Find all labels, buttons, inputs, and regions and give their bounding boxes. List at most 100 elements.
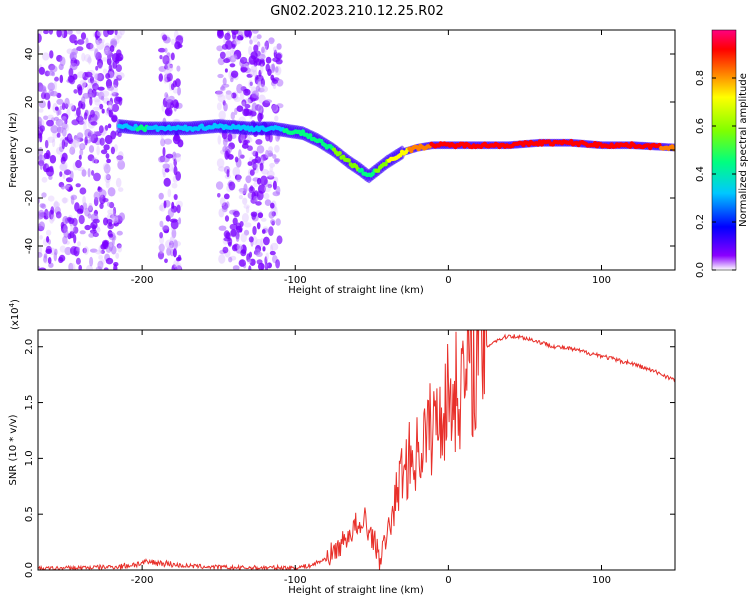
noise-cell	[274, 144, 280, 153]
noise-cell	[172, 99, 179, 109]
noise-cell	[219, 197, 226, 207]
noise-cell	[55, 211, 62, 219]
noise-cell	[264, 45, 268, 53]
noise-cell	[61, 197, 69, 203]
noise-cell	[108, 101, 113, 111]
noise-cell	[217, 30, 224, 39]
noise-cell	[165, 153, 174, 159]
ridge-cell	[671, 146, 675, 152]
noise-cell	[246, 253, 251, 263]
noise-cell	[106, 100, 111, 106]
noise-cell	[113, 35, 122, 40]
noise-cell	[93, 172, 101, 182]
noise-cell	[225, 201, 230, 209]
noise-cell	[109, 214, 117, 219]
noise-cell	[217, 73, 224, 79]
noise-cell	[59, 120, 67, 127]
noise-cell	[257, 53, 266, 60]
noise-cell	[245, 206, 250, 214]
noise-cell	[225, 232, 231, 240]
noise-cell	[216, 158, 225, 168]
ridge-cell	[627, 144, 633, 149]
noise-cell	[62, 215, 69, 225]
noise-cell	[38, 108, 44, 113]
spectrogram-xlabel: Height of straight line (km)	[288, 285, 424, 296]
noise-cell	[63, 169, 72, 176]
snr-series-line	[38, 330, 675, 570]
noise-cell	[78, 154, 82, 160]
noise-cell	[255, 139, 263, 145]
noise-cell	[158, 47, 166, 53]
noise-cell	[249, 258, 256, 266]
noise-cell	[265, 63, 271, 72]
noise-cell	[241, 101, 246, 108]
noise-cell	[97, 86, 105, 91]
noise-cell	[117, 160, 126, 170]
noise-cell	[170, 219, 179, 230]
noise-cell	[64, 118, 68, 125]
noise-cell	[106, 51, 112, 60]
noise-cell	[164, 47, 168, 53]
noise-cell	[275, 259, 280, 269]
noise-cell	[75, 257, 81, 265]
noise-cell	[50, 206, 55, 215]
noise-cell	[165, 107, 173, 117]
noise-cell	[96, 227, 101, 233]
noise-cell	[174, 153, 181, 158]
noise-cell	[253, 195, 259, 202]
noise-cell	[269, 162, 275, 168]
noise-cell	[109, 97, 114, 106]
colorbar-gradient	[711, 29, 737, 271]
noise-cell	[268, 211, 275, 219]
noise-cell	[241, 213, 249, 223]
noise-cell	[49, 65, 58, 73]
x-tick-label: 0	[445, 575, 451, 586]
noise-cell	[49, 154, 57, 164]
noise-cell	[166, 72, 173, 82]
noise-cell	[259, 162, 264, 172]
noise-cell	[61, 102, 66, 110]
noise-cell	[251, 102, 258, 112]
noise-cell	[276, 79, 284, 87]
noise-cell	[223, 193, 230, 200]
noise-cell	[164, 258, 168, 264]
noise-cell	[162, 171, 166, 178]
noise-cell	[75, 183, 81, 188]
noise-cell	[249, 68, 255, 77]
noise-cell	[116, 243, 122, 249]
noise-cell	[47, 195, 55, 202]
noise-cell	[115, 56, 123, 62]
noise-cell	[170, 52, 175, 61]
noise-cell	[221, 44, 229, 50]
noise-cell	[265, 252, 269, 260]
noise-cell	[176, 65, 181, 72]
noise-cell	[60, 161, 68, 172]
ridge-cell	[416, 146, 421, 152]
noise-cell	[235, 235, 240, 242]
noise-cell	[236, 105, 244, 112]
noise-cell	[106, 107, 112, 114]
noise-cell	[118, 212, 125, 221]
noise-cell	[230, 229, 237, 237]
noise-cell	[92, 106, 101, 111]
noise-cell	[217, 135, 222, 145]
noise-cell	[178, 217, 182, 225]
noise-cell	[84, 136, 88, 146]
noise-cell	[158, 204, 164, 211]
noise-cell	[217, 193, 221, 198]
noise-cell	[106, 57, 112, 66]
noise-cell	[274, 158, 279, 165]
noise-cell	[162, 55, 170, 65]
noise-cell	[230, 70, 239, 78]
noise-cell	[71, 105, 77, 112]
noise-cell	[105, 180, 110, 189]
noise-cell	[241, 99, 247, 107]
noise-cell	[238, 194, 243, 200]
noise-cell	[58, 254, 66, 262]
noise-cell	[84, 224, 91, 231]
noise-cell	[249, 39, 253, 45]
noise-cell	[97, 260, 104, 270]
y-tick-label: 0.0	[24, 562, 35, 578]
